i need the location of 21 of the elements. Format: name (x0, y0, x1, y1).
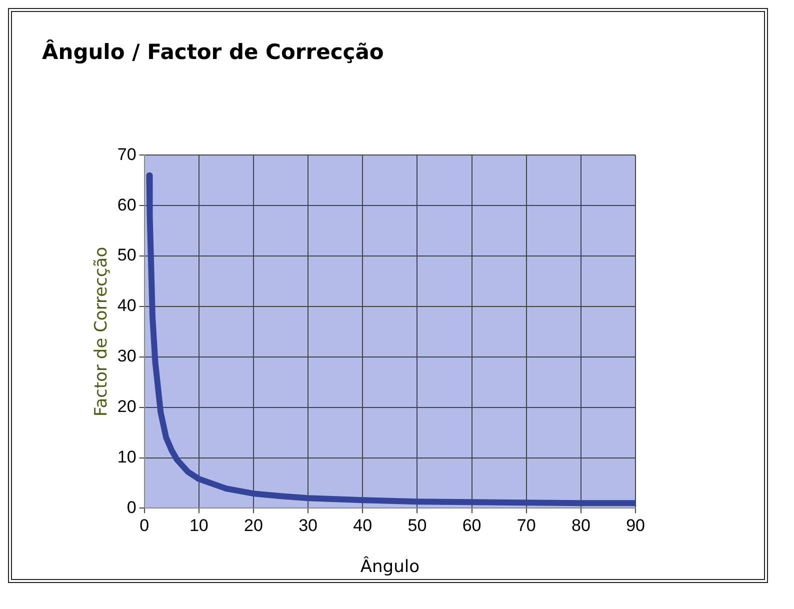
x-axis-title: Ângulo (360, 556, 420, 578)
x-tick-label: 20 (244, 516, 263, 536)
y-tick-label: 0 (126, 498, 136, 517)
y-tick-label: 50 (117, 246, 136, 265)
y-tick-label: 30 (117, 346, 136, 366)
y-tick-label: 60 (117, 195, 136, 214)
x-tick-label: 90 (626, 516, 646, 536)
y-tick-label: 20 (117, 397, 136, 416)
chart-title: Ângulo / Factor de Correcção (42, 40, 384, 64)
x-tick-label: 60 (462, 516, 482, 536)
y-tick-label: 10 (117, 447, 136, 466)
x-tick-label: 80 (572, 516, 590, 536)
x-tick-label: 30 (298, 516, 318, 536)
y-tick-label: 40 (117, 296, 136, 316)
x-tick-label: 10 (189, 516, 208, 536)
x-tick-label: 40 (353, 516, 372, 536)
x-tick-label: 70 (516, 516, 536, 536)
x-tick-label: 50 (408, 516, 427, 536)
y-tick-label: 70 (117, 144, 136, 164)
y-axis-title: Factor de Correcção (92, 246, 112, 417)
x-tick-label: 0 (140, 516, 150, 536)
